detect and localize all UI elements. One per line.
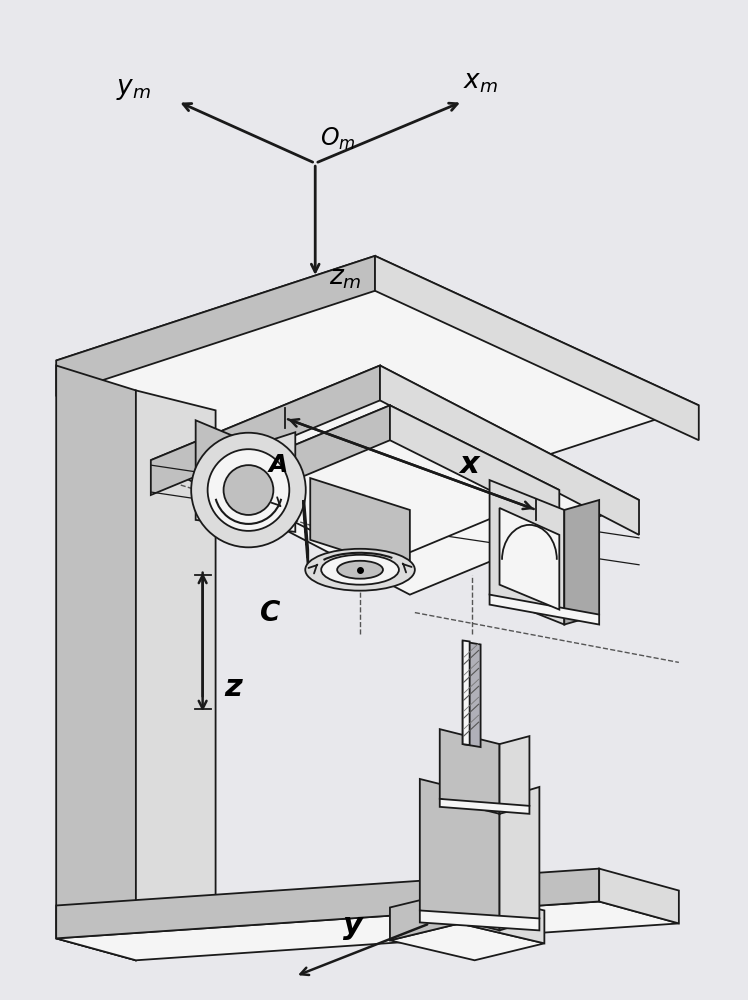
Polygon shape [440, 729, 500, 814]
Ellipse shape [224, 465, 273, 515]
Polygon shape [255, 432, 295, 535]
Ellipse shape [208, 449, 289, 531]
Polygon shape [380, 366, 639, 535]
Polygon shape [463, 640, 470, 745]
Polygon shape [196, 510, 295, 532]
Polygon shape [151, 366, 639, 595]
Polygon shape [211, 405, 560, 565]
Polygon shape [56, 256, 375, 395]
Ellipse shape [337, 561, 383, 579]
Text: y: y [343, 911, 363, 940]
Polygon shape [136, 390, 215, 960]
Text: $y_m$: $y_m$ [116, 76, 151, 102]
Polygon shape [599, 869, 679, 923]
Polygon shape [390, 891, 460, 940]
Text: C: C [260, 599, 280, 627]
Polygon shape [500, 508, 560, 610]
Polygon shape [375, 256, 699, 440]
Polygon shape [56, 869, 599, 938]
Polygon shape [390, 405, 560, 525]
Polygon shape [500, 787, 539, 930]
Polygon shape [56, 366, 136, 960]
Polygon shape [490, 595, 599, 625]
Ellipse shape [305, 549, 415, 591]
Text: $z_m$: $z_m$ [329, 265, 362, 291]
Polygon shape [490, 480, 564, 625]
Polygon shape [460, 891, 545, 943]
Polygon shape [463, 641, 481, 747]
Polygon shape [303, 500, 308, 573]
Polygon shape [390, 923, 545, 960]
Polygon shape [303, 487, 308, 563]
Polygon shape [564, 500, 599, 625]
Polygon shape [56, 902, 679, 960]
Ellipse shape [321, 555, 399, 585]
Polygon shape [420, 779, 500, 930]
Polygon shape [420, 910, 539, 930]
Text: $x_m$: $x_m$ [463, 69, 497, 95]
Text: x: x [460, 450, 479, 479]
Polygon shape [56, 916, 215, 960]
Polygon shape [211, 405, 390, 515]
Polygon shape [500, 736, 530, 814]
Polygon shape [440, 799, 530, 814]
Text: A: A [269, 453, 288, 477]
Polygon shape [56, 256, 699, 510]
Ellipse shape [191, 433, 306, 547]
Text: $O_m$: $O_m$ [320, 125, 356, 152]
Text: z: z [224, 673, 242, 702]
Polygon shape [196, 420, 255, 535]
Polygon shape [151, 366, 380, 495]
Polygon shape [310, 478, 410, 572]
